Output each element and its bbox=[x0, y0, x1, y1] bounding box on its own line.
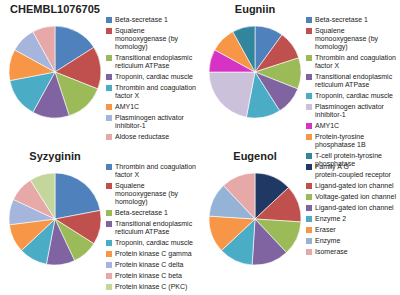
legend-swatch bbox=[106, 210, 112, 216]
legend-swatch bbox=[106, 262, 112, 268]
legend-swatch bbox=[306, 17, 312, 23]
chart-title: Syzyginin bbox=[29, 150, 81, 162]
legend-swatch bbox=[306, 249, 312, 255]
pie-slice bbox=[233, 26, 255, 72]
legend-swatch bbox=[106, 164, 112, 170]
legend-swatch bbox=[106, 284, 112, 290]
legend-swatch bbox=[306, 194, 312, 200]
legend-label: Protein kinase C delta bbox=[115, 261, 184, 268]
legend-swatch bbox=[306, 93, 312, 99]
pie bbox=[209, 173, 301, 265]
legend-label: Squalene monooxygenase (by homology) bbox=[115, 182, 180, 206]
pie-slice bbox=[255, 188, 301, 222]
legend-swatch bbox=[106, 74, 112, 80]
legend: Beta-secretase 1 Squalene monooxygenase (… bbox=[106, 16, 198, 140]
legend-label: Family A G protein-coupled receptor bbox=[315, 163, 392, 179]
legend-label: Thrombin and coagulation factor X bbox=[115, 84, 198, 99]
legend-label: Protein kinase C beta bbox=[115, 272, 182, 279]
legend-swatch bbox=[306, 74, 312, 80]
legend-swatch bbox=[106, 251, 112, 257]
pie-slice bbox=[209, 72, 255, 117]
legend-swatch bbox=[306, 134, 312, 140]
legend-label: Transitional endoplasmic reticulum ATPas… bbox=[315, 73, 394, 88]
legend: Beta-secretase 1 Squalene monooxygenase (… bbox=[306, 16, 398, 168]
legend-label: Plasminogen activator inhibitor-1 bbox=[315, 103, 386, 118]
legend-label: Aldose reductase bbox=[115, 133, 169, 140]
legend-label: Squalene monooxygenase (by homology) bbox=[315, 27, 380, 51]
legend-swatch bbox=[106, 28, 112, 34]
legend-label: Protein kinase C gamma bbox=[115, 250, 192, 258]
pie bbox=[209, 26, 301, 118]
legend-label: Thrombin and coagulation factor X bbox=[115, 163, 198, 178]
legend-swatch bbox=[306, 238, 312, 244]
legend-swatch bbox=[306, 227, 312, 233]
legend-label: Troponin, cardiac muscle bbox=[115, 239, 193, 247]
legend-label: Squalene monooxygenase (by homology) bbox=[115, 27, 180, 51]
legend-label: AMY1C bbox=[315, 122, 339, 129]
legend-swatch bbox=[106, 240, 112, 246]
legend-swatch bbox=[106, 183, 112, 189]
legend-swatch bbox=[306, 55, 312, 61]
chart-title: Eugenol bbox=[233, 150, 276, 162]
legend-label: Ligand-gated ion channel bbox=[315, 204, 394, 212]
legend-swatch bbox=[306, 28, 312, 34]
legend-swatch bbox=[106, 55, 112, 61]
legend-label: Beta-secretase 1 bbox=[115, 209, 168, 216]
legend-swatch bbox=[106, 104, 112, 110]
pie-slice bbox=[33, 26, 55, 72]
pie-panel: CHEMBL1076705 Beta-secretase 1 Squalene mo… bbox=[9, 3, 198, 140]
legend-label: Troponin, cardiac muscle bbox=[315, 92, 393, 100]
legend-swatch bbox=[306, 183, 312, 189]
legend-swatch bbox=[106, 134, 112, 140]
pie-panel: Syzyginin Thrombin and coagulation factor… bbox=[9, 150, 198, 291]
legend-swatch bbox=[306, 205, 312, 211]
pie-slice bbox=[209, 216, 255, 250]
legend-label: Beta-secretase 1 bbox=[315, 16, 368, 23]
chart-title: CHEMBL1076705 bbox=[10, 3, 100, 15]
legend-label: Troponin, cardiac muscle bbox=[115, 73, 193, 81]
pie bbox=[9, 26, 101, 118]
pie-slice bbox=[224, 173, 255, 219]
legend-label: Thrombin and coagulation factor X bbox=[315, 54, 398, 69]
legend-swatch bbox=[306, 216, 312, 222]
legend-label: Protein kinase C (PKC) bbox=[115, 283, 187, 291]
legend-swatch bbox=[106, 273, 112, 279]
legend-swatch bbox=[306, 153, 312, 159]
legend-label: Enzyme 2 bbox=[315, 215, 346, 223]
pie-panel: Eugenol Family A G protein-coupled recept… bbox=[209, 150, 396, 265]
pie-slice bbox=[252, 219, 286, 265]
legend: Thrombin and coagulation factor X Squalen… bbox=[106, 163, 198, 291]
legend-label: Isomerase bbox=[315, 248, 348, 255]
pie-panel: Eugniin Beta-secretase 1 Squalene monooxyg… bbox=[209, 3, 398, 168]
legend-swatch bbox=[106, 115, 112, 121]
legend-label: Transitional endoplasmic reticulum ATPas… bbox=[115, 54, 194, 69]
legend-swatch bbox=[106, 17, 112, 23]
legend-swatch bbox=[306, 104, 312, 110]
legend-label: Enzyme bbox=[315, 237, 340, 245]
legend-label: Plasminogen activator inhibitor-1 bbox=[115, 114, 186, 129]
legend-swatch bbox=[106, 221, 112, 227]
legend-label: Voltage-gated ion channel bbox=[315, 193, 396, 201]
figure: CHEMBL1076705 Beta-secretase 1 Squalene mo… bbox=[0, 0, 400, 295]
legend-swatch bbox=[306, 123, 312, 129]
legend-label: AMY1C bbox=[115, 103, 139, 110]
legend-label: Eraser bbox=[315, 226, 336, 233]
legend-swatch bbox=[106, 85, 112, 91]
pie-slice bbox=[30, 173, 55, 219]
legend-label: Transitional endoplasmic reticulum ATPas… bbox=[115, 220, 194, 235]
legend-label: Ligand-gated ion channel bbox=[315, 182, 394, 190]
legend-swatch bbox=[306, 164, 312, 170]
chart-title: Eugniin bbox=[235, 3, 276, 15]
legend-label: Beta-secretase 1 bbox=[115, 16, 168, 23]
pie bbox=[9, 173, 101, 265]
legend-label: Protein-tyrosine phosphatase 1B bbox=[315, 133, 366, 149]
legend: Family A G protein-coupled receptor Ligan… bbox=[306, 163, 396, 255]
